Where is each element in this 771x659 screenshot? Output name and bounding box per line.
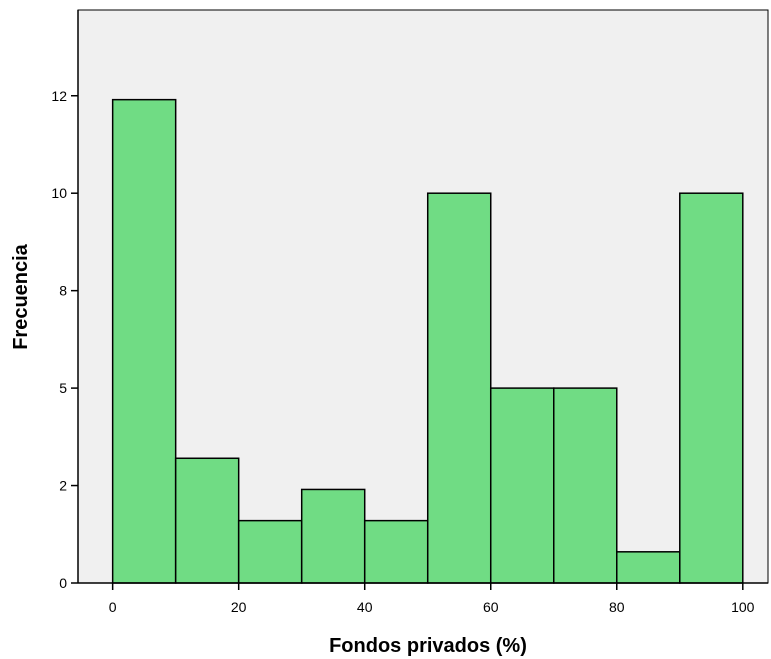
- histogram-bar-2: [237, 519, 303, 584]
- y-ticks-group: 0 2 5 8 10 12: [51, 88, 78, 591]
- x-tick-label-5: 100: [731, 599, 755, 615]
- histogram-bar-5: [426, 192, 492, 584]
- x-tick-label-3: 60: [483, 599, 499, 615]
- y-tick-label-2: 5: [59, 380, 67, 396]
- histogram-bar-3: [300, 488, 366, 584]
- histogram-bar-7: [553, 387, 618, 584]
- x-tick-label-1: 20: [231, 599, 247, 615]
- bars-group: [111, 98, 744, 584]
- y-tick-label-3: 8: [59, 283, 67, 299]
- x-tick-label-4: 80: [609, 599, 625, 615]
- histogram-bar-6: [489, 387, 555, 584]
- histogram-bar-8: [616, 551, 681, 584]
- y-tick-label-4: 10: [51, 185, 67, 201]
- histogram-bar-4: [363, 519, 429, 584]
- histogram-bar-9: [679, 192, 744, 584]
- x-ticks-group: 0 20 40 60 80 100: [109, 583, 755, 615]
- y-tick-label-0: 0: [59, 575, 67, 591]
- x-axis-title: Fondos privados (%): [329, 635, 527, 657]
- y-tick-label-5: 12: [51, 88, 67, 104]
- histogram-bar-0: [111, 98, 177, 584]
- x-tick-label-0: 0: [109, 599, 117, 615]
- y-tick-label-1: 2: [59, 478, 67, 494]
- histogram-bar-1: [174, 457, 240, 584]
- x-tick-label-2: 40: [357, 599, 373, 615]
- y-axis-title: Frecuencia: [10, 243, 32, 349]
